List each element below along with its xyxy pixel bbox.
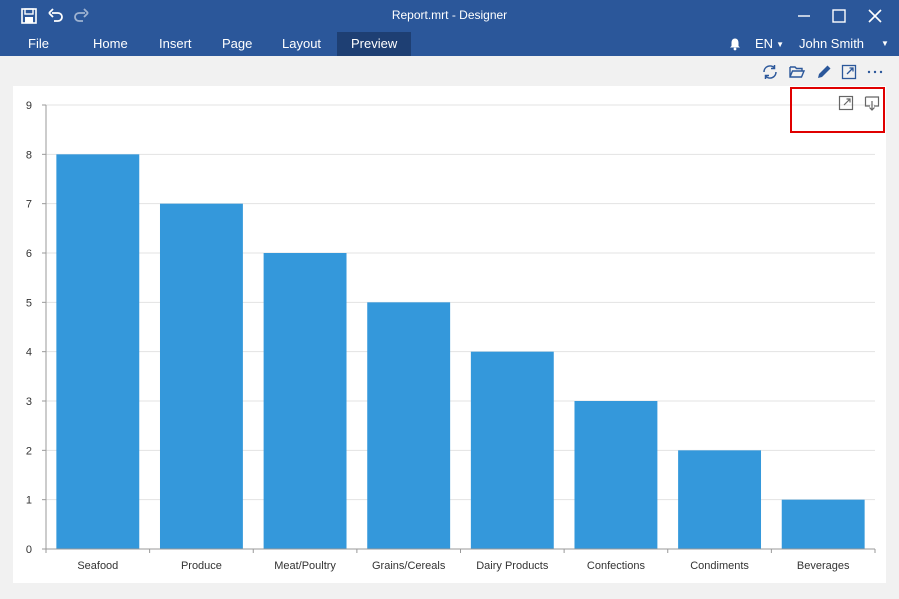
expand-icon[interactable] xyxy=(837,94,855,112)
user-menu[interactable]: John Smith xyxy=(799,32,864,56)
open-folder-icon[interactable] xyxy=(788,63,806,81)
bar-seafood[interactable] xyxy=(56,154,140,549)
y-tick-label: 6 xyxy=(26,248,32,260)
y-tick-label: 5 xyxy=(26,297,32,309)
close-icon[interactable] xyxy=(863,4,887,28)
y-tick-label: 7 xyxy=(26,199,32,211)
preview-toolbar xyxy=(0,56,899,86)
fullscreen-icon[interactable] xyxy=(840,63,858,81)
menu-bar: File Home Insert Page Layout Preview EN ▼… xyxy=(0,32,899,56)
x-tick-label: Seafood xyxy=(77,560,118,572)
more-icon[interactable] xyxy=(866,63,884,81)
y-tick-label: 3 xyxy=(26,396,32,408)
chevron-down-icon: ▼ xyxy=(776,39,784,49)
title-bar: Report.mrt - Designer xyxy=(0,0,899,32)
undo-icon[interactable] xyxy=(46,6,66,26)
x-tick-label: Meat/Poultry xyxy=(274,560,336,572)
x-tick-label: Condiments xyxy=(690,560,749,572)
bar-grains-cereals[interactable] xyxy=(367,302,451,549)
bar-chart: 0 1 2 3 4 5 6 7 8 9 Seafood Produce Meat/Poultry Gra… xyxy=(26,100,876,572)
x-tick-label: Produce xyxy=(181,560,222,572)
menu-file[interactable]: File xyxy=(28,36,49,51)
bar-meat-poultry[interactable] xyxy=(263,253,347,549)
report-page: 0 1 2 3 4 5 6 7 8 9 Seafood Produce Meat/Poultry Gra… xyxy=(13,86,886,583)
bar-dairy-products[interactable] xyxy=(470,351,554,549)
menu-insert[interactable]: Insert xyxy=(159,36,192,51)
user-name: John Smith xyxy=(799,36,865,51)
export-icon[interactable] xyxy=(863,94,881,112)
language-selector[interactable]: EN ▼ xyxy=(755,32,784,56)
maximize-icon[interactable] xyxy=(827,4,851,28)
language-label: EN xyxy=(755,36,774,51)
chart-tools-highlight xyxy=(790,87,885,133)
y-tick-label: 8 xyxy=(26,149,32,161)
window-title: Report.mrt - Designer xyxy=(391,8,508,22)
y-tick-label: 2 xyxy=(26,445,32,457)
bar-confections[interactable] xyxy=(574,401,658,549)
x-tick-label: Dairy Products xyxy=(476,560,549,572)
y-tick-label: 4 xyxy=(26,347,32,359)
x-tick-label: Beverages xyxy=(797,560,850,572)
menu-home[interactable]: Home xyxy=(93,36,128,51)
bar-beverages[interactable] xyxy=(781,499,865,549)
bell-icon[interactable] xyxy=(728,37,742,51)
refresh-icon[interactable] xyxy=(761,63,779,81)
x-tick-label: Grains/Cereals xyxy=(372,560,446,572)
minimize-icon[interactable] xyxy=(792,4,816,28)
pencil-icon[interactable] xyxy=(815,63,833,81)
bar-produce[interactable] xyxy=(159,203,243,549)
redo-icon[interactable] xyxy=(71,6,91,26)
save-icon[interactable] xyxy=(19,6,39,26)
menu-layout[interactable]: Layout xyxy=(282,36,322,51)
y-tick-label: 1 xyxy=(26,495,32,507)
y-tick-label: 0 xyxy=(26,544,32,556)
chevron-down-icon[interactable]: ▼ xyxy=(881,39,889,48)
menu-preview[interactable]: Preview xyxy=(337,32,412,56)
y-tick-label: 9 xyxy=(26,100,32,112)
menu-page[interactable]: Page xyxy=(222,36,253,51)
bar-condiments[interactable] xyxy=(678,450,762,549)
x-tick-label: Confections xyxy=(587,560,646,572)
